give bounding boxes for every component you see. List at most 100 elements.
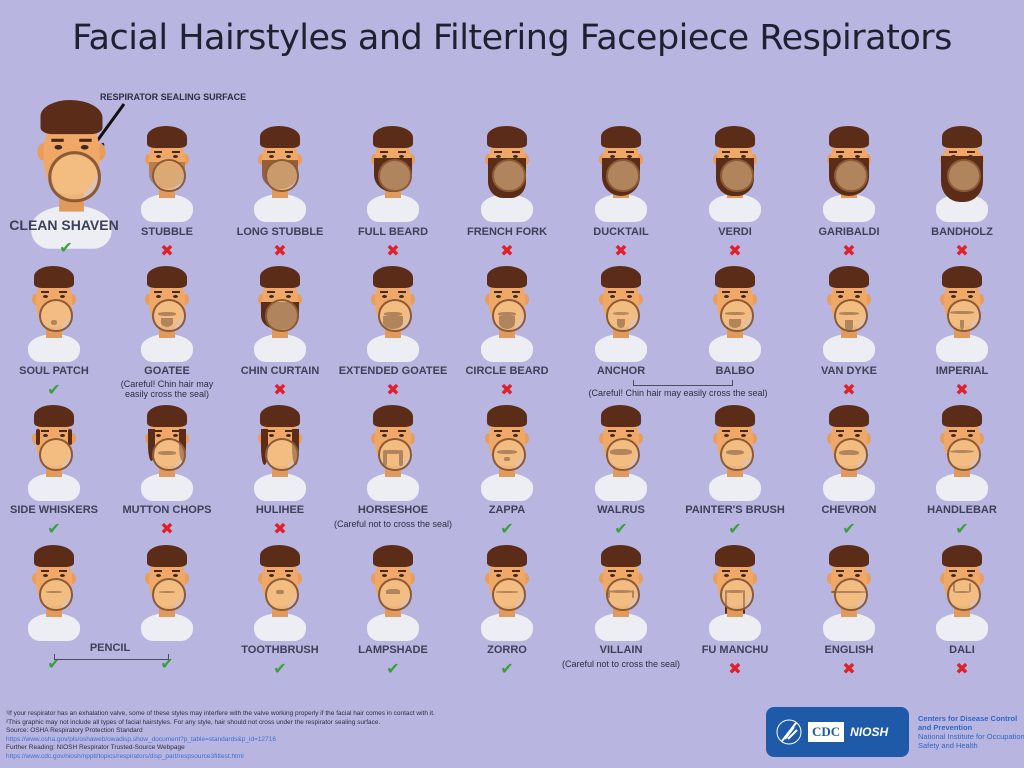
- check-icon: ✔: [955, 521, 969, 538]
- hairstyle-chincurtain: [250, 266, 310, 362]
- cross-icon: ✖: [955, 661, 969, 678]
- hairstyle-villain: [591, 545, 651, 641]
- cross-icon: ✖: [386, 382, 400, 399]
- caution-note: (Careful not to cross the seal): [561, 659, 681, 669]
- check-icon: ✔: [273, 661, 287, 678]
- face-pencil-icon: [137, 545, 197, 641]
- face-villain-icon: [591, 545, 651, 641]
- style-label: PAINTER'S BRUSH: [685, 504, 785, 516]
- hairstyle-longstubble: [250, 126, 310, 222]
- further-reading-link[interactable]: https://www.cdc.gov/niosh/npptl/topics/r…: [6, 752, 244, 760]
- sealing-surface-label: RESPIRATOR SEALING SURFACE: [100, 92, 247, 102]
- face-fork-icon: [477, 126, 537, 222]
- footnote-valve: ¹If your respirator has an exhalation va…: [6, 710, 435, 717]
- style-label: EXTENDED GOATEE: [338, 365, 448, 377]
- cross-icon: ✖: [160, 243, 174, 260]
- cdc-logo-text: CDC: [808, 722, 845, 742]
- page-title: Facial Hairstyles and Filtering Facepiec…: [72, 18, 952, 58]
- source-link[interactable]: https://www.osha.gov/pls/oshaweb/owadisp…: [6, 735, 276, 743]
- hairstyle-vandyke: [819, 266, 879, 362]
- face-stubble-icon: [137, 126, 197, 222]
- cross-icon: ✖: [500, 382, 514, 399]
- style-label: STUBBLE: [141, 226, 193, 238]
- style-label: FU MANCHU: [701, 644, 769, 656]
- face-chincurtain-icon: [250, 266, 310, 362]
- face-verdi-icon: [705, 126, 765, 222]
- face-pencil-icon: [24, 545, 84, 641]
- face-extgoatee-icon: [363, 266, 423, 362]
- hairstyle-garibaldi: [819, 126, 879, 222]
- cdc-niosh-logo: CDC NIOSH: [766, 707, 909, 757]
- check-icon: ✔: [47, 382, 61, 399]
- check-icon: ✔: [59, 240, 73, 257]
- cross-icon: ✖: [728, 661, 742, 678]
- face-english-icon: [819, 545, 879, 641]
- cross-icon: ✖: [955, 243, 969, 260]
- face-garibaldi-icon: [819, 126, 879, 222]
- cross-icon: ✖: [273, 521, 287, 538]
- face-full-icon: [363, 126, 423, 222]
- cross-icon: ✖: [273, 243, 287, 260]
- face-painter-icon: [705, 405, 765, 501]
- hairstyle-goatee: [137, 266, 197, 362]
- style-label: LONG STUBBLE: [236, 226, 324, 238]
- style-label: TOOTHBRUSH: [241, 644, 319, 656]
- hairstyle-chevron: [819, 405, 879, 501]
- group-bracket: [54, 654, 169, 660]
- style-label: BANDHOLZ: [931, 226, 993, 238]
- style-label: VERDI: [718, 226, 752, 238]
- style-label: PENCIL: [89, 642, 131, 654]
- cross-icon: ✖: [955, 382, 969, 399]
- face-imperial-icon: [932, 266, 992, 362]
- hairstyle-lampshade: [363, 545, 423, 641]
- check-icon: ✔: [614, 521, 628, 538]
- check-icon: ✔: [160, 656, 174, 673]
- style-label: SIDE WHISKERS: [9, 504, 98, 516]
- style-label: IMPERIAL: [935, 365, 989, 377]
- agency-line-4: Safety and Health: [918, 741, 978, 750]
- face-zappa-icon: [477, 405, 537, 501]
- further-reading-text: Further Reading: NIOSH Respirator Truste…: [6, 744, 185, 751]
- cross-icon: ✖: [160, 521, 174, 538]
- niosh-logo-text: NIOSH: [850, 725, 889, 739]
- hhs-eagle-icon: [776, 719, 802, 745]
- check-icon: ✔: [500, 661, 514, 678]
- face-toothbrush-icon: [250, 545, 310, 641]
- hairstyle-anchor: [591, 266, 651, 362]
- face-horseshoe-icon: [363, 405, 423, 501]
- style-label: VAN DYKE: [820, 365, 878, 377]
- hairstyle-bandholz: [932, 126, 992, 222]
- check-icon: ✔: [47, 656, 61, 673]
- face-none-icon: [25, 100, 118, 249]
- agency-name: Centers for Disease Control and Preventi…: [918, 714, 1024, 750]
- style-label: CIRCLE BEARD: [465, 365, 549, 377]
- agency-line-3: National Institute for Occupational: [918, 732, 1024, 741]
- hairstyle-sidewhiskers: [24, 405, 84, 501]
- agency-line-1: Centers for Disease Control: [918, 714, 1018, 723]
- face-balbo-icon: [705, 266, 765, 362]
- footnote-graphic: ²This graphic may not include all types …: [6, 718, 381, 726]
- hairstyle-zappa: [477, 405, 537, 501]
- hairstyle-zorro: [477, 545, 537, 641]
- hairstyle-english: [819, 545, 879, 641]
- cross-icon: ✖: [273, 382, 287, 399]
- face-circle-icon: [477, 266, 537, 362]
- source-text: Source: OSHA Respiratory Protection Stan…: [6, 727, 143, 734]
- hairstyle-balbo: [705, 266, 765, 362]
- face-bandholz-icon: [932, 126, 992, 222]
- style-label: HORSESHOE: [357, 504, 429, 516]
- face-zorro-icon: [477, 545, 537, 641]
- hairstyle-handlebar: [932, 405, 992, 501]
- hairstyle-dali: [932, 545, 992, 641]
- face-anchor-icon: [591, 266, 651, 362]
- face-mutton-icon: [137, 405, 197, 501]
- hairstyle-verdi: [705, 126, 765, 222]
- check-icon: ✔: [728, 521, 742, 538]
- hairstyle-soulpatch: [24, 266, 84, 362]
- check-icon: ✔: [842, 521, 856, 538]
- check-icon: ✔: [500, 521, 514, 538]
- style-label: FULL BEARD: [357, 226, 429, 238]
- style-label: MUTTON CHOPS: [122, 504, 212, 516]
- style-label: ZAPPA: [488, 504, 526, 516]
- style-label: LAMPSHADE: [358, 644, 428, 656]
